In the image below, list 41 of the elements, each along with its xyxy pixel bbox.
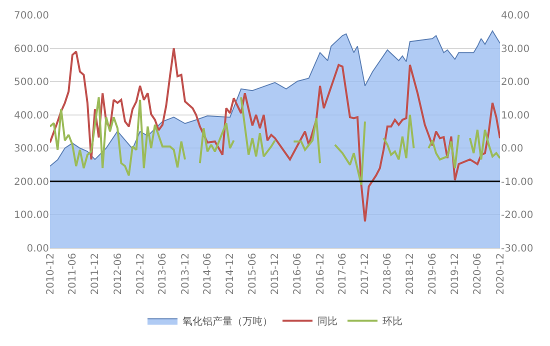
x-tick-label: 2014-06	[202, 253, 214, 295]
y2-tick-label: 10.00	[501, 110, 530, 122]
y2-tick-label: -10.00	[501, 176, 534, 188]
y2-tick-label: 20.00	[501, 77, 530, 88]
x-tick-label: 2017-06	[338, 253, 349, 295]
x-tick-label: 2017-12	[360, 253, 372, 295]
x-tick-label: 2018-12	[405, 253, 416, 295]
x-tick-label: 2015-06	[248, 253, 259, 295]
x-tick-label: 2011-12	[90, 253, 102, 295]
y2-tick-label: 40.00	[501, 10, 530, 22]
y2-tick-label: -30.00	[501, 244, 534, 254]
y2-tick-label: -20.00	[501, 210, 534, 222]
x-tick-label: 2020-12	[495, 253, 506, 295]
x-tick-label: 2011-06	[68, 253, 79, 295]
legend-label: 氧化铝产量（万吨）	[182, 316, 272, 328]
x-tick-label: 2016-06	[292, 253, 304, 295]
x-tick-label: 2014-12	[225, 253, 236, 295]
x-tick-label: 2010-12	[45, 253, 56, 295]
x-tick-label: 2019-12	[450, 253, 462, 295]
legend-label: 环比	[382, 316, 402, 328]
x-tick-label: 2020-06	[472, 253, 484, 295]
x-tick-label: 2016-12	[315, 253, 326, 295]
y2-tick-label: 0.00	[501, 144, 524, 155]
x-tick-label: 2013-12	[180, 253, 192, 295]
y-tick-label: 500.00	[14, 77, 49, 88]
y-tick-label: 200.00	[14, 176, 49, 188]
x-tick-label: 2018-06	[382, 253, 394, 295]
legend-label: 同比	[318, 316, 338, 328]
y-tick-label: 100.00	[14, 210, 49, 222]
x-tick-label: 2012-12	[135, 253, 146, 295]
y-tick-label: 400.00	[14, 110, 49, 122]
x-tick-label: 2012-06	[112, 253, 124, 295]
line-series	[50, 47, 500, 222]
y-tick-label: 300.00	[14, 144, 49, 155]
x-tick-label: 2019-06	[428, 253, 439, 295]
y-tick-label: 0.00	[26, 244, 49, 254]
y-tick-label: 600.00	[14, 44, 49, 55]
x-tick-label: 2013-06	[158, 253, 169, 295]
y2-tick-label: 30.00	[501, 44, 530, 55]
y-tick-label: 700.00	[14, 10, 49, 22]
x-tick-label: 2015-12	[270, 253, 282, 295]
